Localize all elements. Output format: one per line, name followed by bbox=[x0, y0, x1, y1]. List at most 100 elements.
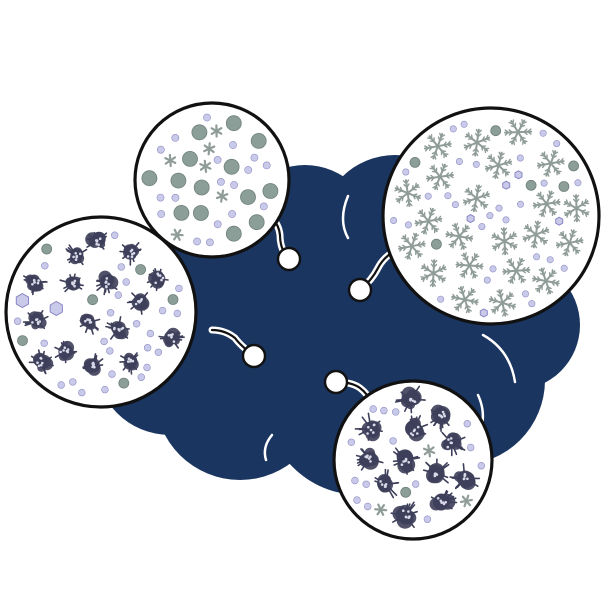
plate-crystal bbox=[502, 180, 511, 190]
graupel-particle bbox=[430, 238, 442, 250]
cloud-droplet bbox=[389, 437, 397, 445]
cloud-droplet bbox=[351, 476, 359, 485]
graupel-particle bbox=[118, 377, 130, 389]
cloud-droplet bbox=[390, 217, 398, 225]
panel-particles bbox=[390, 118, 590, 318]
dendrite-crystal bbox=[463, 128, 491, 157]
cloud-droplet bbox=[106, 309, 115, 317]
graupel-particle bbox=[135, 264, 147, 275]
snow-aggregate bbox=[405, 414, 429, 442]
magnified-panel-large-aggregates bbox=[332, 379, 494, 541]
snow-aggregate bbox=[22, 274, 48, 296]
cloud-droplet bbox=[171, 193, 180, 202]
cloud-droplet bbox=[380, 406, 388, 415]
snow-aggregate bbox=[22, 309, 49, 330]
cloud-droplet bbox=[244, 166, 253, 174]
graupel-particle bbox=[17, 335, 28, 347]
dendrite-crystal bbox=[504, 118, 533, 146]
graupel-particle bbox=[225, 225, 242, 242]
cloud-droplet bbox=[69, 378, 77, 386]
panel-outline bbox=[381, 106, 601, 326]
dendrite-crystal bbox=[462, 184, 490, 213]
cloud-droplet bbox=[463, 420, 471, 428]
cloud-droplet bbox=[539, 129, 547, 137]
cloud-droplet bbox=[495, 204, 503, 212]
cloud-droplet bbox=[460, 120, 468, 128]
cloud-droplet bbox=[546, 256, 554, 264]
snow-aggregate bbox=[390, 501, 418, 529]
cloud-droplet bbox=[101, 385, 109, 394]
snow-aggregate bbox=[355, 447, 384, 471]
plate-crystal bbox=[555, 216, 564, 226]
snow-aggregate bbox=[82, 353, 104, 376]
cloud-droplet bbox=[203, 113, 211, 122]
cloud-droplet bbox=[143, 344, 152, 352]
cloud-droplet bbox=[158, 306, 167, 315]
cloud-droplet bbox=[213, 220, 222, 229]
cloud-droplet bbox=[40, 339, 48, 347]
cloud-droplet bbox=[57, 381, 65, 389]
panel-particles bbox=[347, 385, 485, 529]
dendrite-crystal bbox=[398, 232, 426, 260]
cloud-droplet bbox=[146, 329, 155, 338]
cloud-droplet bbox=[516, 154, 524, 162]
cloud-droplet bbox=[213, 155, 222, 164]
cloud-droplet bbox=[117, 263, 126, 271]
cloud-droplet bbox=[362, 480, 370, 488]
graupel-particle bbox=[182, 150, 198, 167]
cloud-droplet bbox=[250, 153, 259, 162]
snow-aggregate bbox=[126, 292, 150, 315]
graupel-particle bbox=[141, 170, 158, 187]
dendrite-crystal bbox=[555, 229, 584, 257]
cloud-droplet bbox=[533, 253, 541, 261]
cloud-droplet bbox=[154, 348, 163, 356]
cloud-droplet bbox=[521, 290, 529, 298]
cloud-droplet bbox=[228, 210, 236, 218]
dendrite-crystal bbox=[484, 151, 513, 179]
snow-aggregate bbox=[119, 352, 139, 375]
connector-node bbox=[241, 343, 267, 369]
magnified-panel-aggregates bbox=[4, 215, 198, 409]
graupel-particle bbox=[225, 115, 242, 132]
dendrite-crystal bbox=[394, 179, 422, 208]
connector-node bbox=[347, 277, 373, 303]
graupel-particle bbox=[400, 486, 412, 498]
ice-crystal bbox=[459, 494, 473, 508]
dendrite-crystal bbox=[451, 285, 479, 314]
ice-crystal bbox=[422, 444, 436, 458]
snow-aggregate bbox=[394, 385, 426, 414]
snow-aggregate bbox=[441, 431, 466, 457]
dendrite-crystal bbox=[522, 220, 550, 249]
graupel-particle bbox=[558, 181, 570, 192]
cloud-droplet bbox=[230, 181, 238, 189]
dendrite-crystal bbox=[414, 207, 443, 235]
cloud-droplet bbox=[412, 480, 420, 488]
cloud-droplet bbox=[392, 408, 400, 416]
cloud-droplet bbox=[156, 193, 165, 202]
cloud-droplet bbox=[369, 405, 377, 413]
dendrite-crystal bbox=[532, 267, 560, 295]
cloud-droplet bbox=[516, 200, 524, 208]
magnified-panel-dendrites bbox=[381, 106, 601, 326]
snow-aggregate bbox=[85, 231, 108, 250]
plate-crystal bbox=[514, 170, 523, 180]
dendrite-crystal bbox=[502, 257, 531, 285]
cloud-droplet bbox=[110, 231, 119, 239]
dendrite-crystal bbox=[455, 252, 484, 279]
snow-aggregate bbox=[65, 244, 88, 266]
cloud-droplet bbox=[41, 262, 49, 270]
cloud-droplet bbox=[483, 276, 491, 284]
ice-crystal bbox=[203, 142, 216, 156]
cloud-droplet bbox=[216, 177, 225, 186]
graupel-particle bbox=[173, 204, 190, 221]
panel-outline bbox=[133, 101, 291, 259]
graupel-particle bbox=[248, 214, 265, 231]
panel-particles bbox=[141, 113, 279, 247]
graupel-particle bbox=[409, 156, 421, 168]
cloud-droplet bbox=[455, 158, 463, 166]
panel-particles bbox=[13, 231, 185, 397]
cloud-droplet bbox=[106, 347, 114, 355]
panels bbox=[4, 101, 601, 541]
cloud-droplet bbox=[437, 295, 445, 303]
